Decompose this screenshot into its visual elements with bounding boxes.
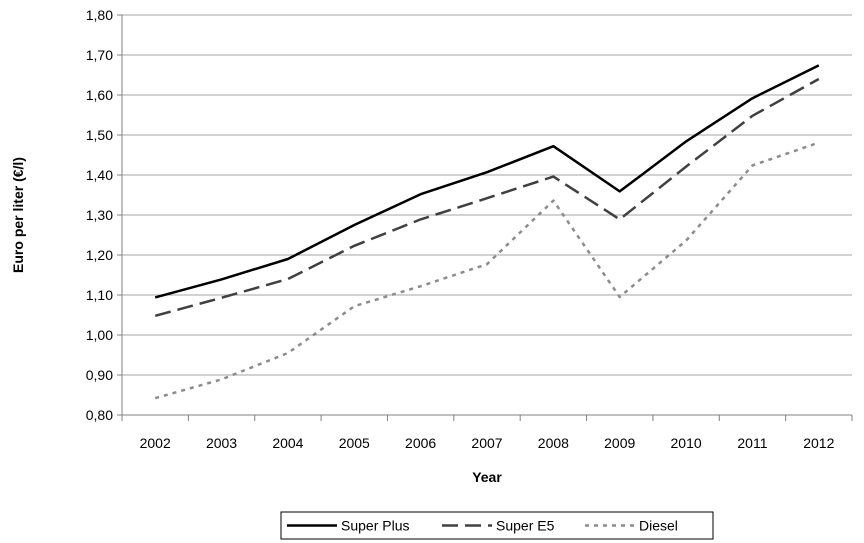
y-tick-label: 1,30 (86, 207, 113, 223)
y-tick-label: 1,40 (86, 167, 113, 183)
series-line-super-e5 (154, 77, 820, 318)
x-tick-label: 2003 (206, 435, 237, 451)
x-tick-label: 2004 (272, 435, 303, 451)
y-tick-label: 0,80 (86, 407, 113, 423)
x-tick-label: 2012 (803, 435, 834, 451)
x-tick-label: 2007 (471, 435, 502, 451)
series-line-diesel (154, 141, 820, 400)
legend-label: Diesel (639, 518, 678, 534)
y-tick-label: 1,10 (86, 287, 113, 303)
legend-label: Super Plus (341, 518, 409, 534)
y-tick-label: 1,70 (86, 47, 113, 63)
legend: Super Plus Super E5 Diesel (280, 511, 714, 540)
x-tick-label: 2008 (538, 435, 569, 451)
series-line-super-plus (154, 64, 820, 299)
y-tick-label: 1,50 (86, 127, 113, 143)
x-tick-label: 2006 (405, 435, 436, 451)
legend-label: Super E5 (496, 518, 555, 534)
y-tick-label: 1,80 (86, 7, 113, 23)
gridlines (122, 14, 852, 376)
x-tick-label: 2011 (737, 435, 767, 451)
x-tick-label: 2009 (604, 435, 635, 451)
legend-box (280, 511, 714, 540)
y-tick-label: 1,60 (86, 87, 113, 103)
x-tick-label: 2005 (339, 435, 370, 451)
y-tick-label: 1,00 (86, 327, 113, 343)
y-axis-title: Euro per liter (€/l) (10, 157, 26, 273)
x-tick-label: 2010 (671, 435, 702, 451)
x-axis-title: Year (472, 469, 502, 485)
series-lines (154, 64, 820, 400)
y-tick-label: 0,90 (86, 367, 113, 383)
y-axis-ticks: 0,80 0,90 1,00 1,10 1,20 1,30 1,40 1,50 1,60 1,70… (86, 7, 122, 423)
x-axis-ticks: 2002 2003 2004 2005 2006 2007 2008 2009 2010 2011… (121, 415, 853, 451)
y-tick-label: 1,20 (86, 247, 113, 263)
x-tick-label: 2002 (140, 435, 171, 451)
